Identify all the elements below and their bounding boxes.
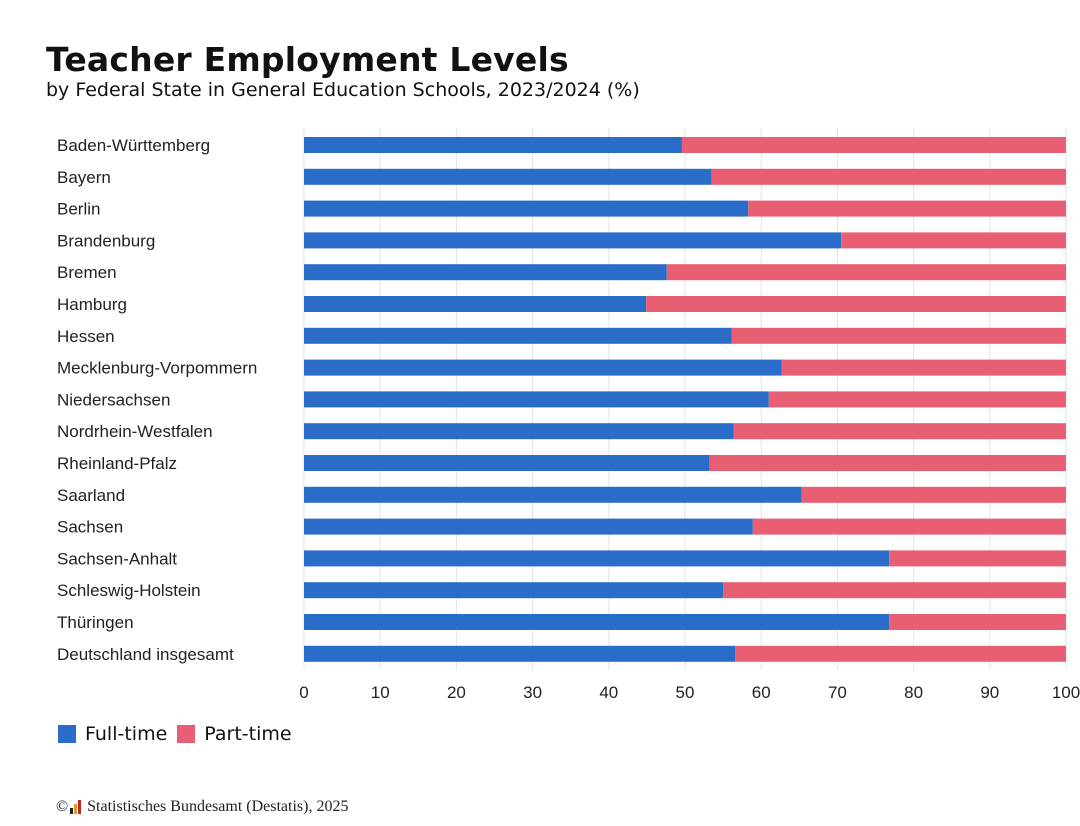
- bar-part-time: [711, 168, 1066, 185]
- bar-part-time: [731, 327, 1066, 344]
- bar-full-time: [304, 391, 769, 408]
- category-label: Hessen: [57, 327, 115, 346]
- bar-full-time: [304, 582, 724, 599]
- source-text: Statistisches Bundesamt (Destatis), 2025: [87, 798, 349, 815]
- x-tick-label: 100: [1052, 683, 1080, 702]
- bar-full-time: [304, 137, 682, 153]
- bar-full-time: [304, 168, 712, 185]
- bar-part-time: [768, 391, 1066, 408]
- bar-full-time: [304, 232, 842, 249]
- bar-full-time: [304, 645, 736, 662]
- category-label: Sachsen-Anhalt: [57, 549, 177, 568]
- bar-part-time: [709, 455, 1066, 471]
- category-label: Hamburg: [57, 295, 127, 314]
- category-label: Brandenburg: [57, 231, 155, 250]
- bar-part-time: [723, 582, 1066, 599]
- x-tick-label: 10: [371, 683, 390, 702]
- legend-label-full-time: Full-time: [85, 723, 168, 745]
- category-label: Rheinland-Pfalz: [57, 454, 177, 473]
- chart-legend: Full-time Part-time: [58, 723, 302, 745]
- legend-label-part-time: Part-time: [204, 723, 292, 745]
- legend-swatch-full-time: [58, 725, 76, 743]
- bar-part-time: [733, 423, 1066, 440]
- bar-full-time: [304, 359, 782, 376]
- source-note: © Statistisches Bundesamt (Destatis), 20…: [56, 798, 348, 816]
- x-tick-label: 60: [752, 683, 771, 702]
- destatis-logo-icon: [70, 800, 82, 814]
- category-label: Deutschland insgesamt: [57, 645, 234, 664]
- category-label: Bayern: [57, 168, 111, 187]
- x-tick-label: 30: [523, 683, 542, 702]
- category-label: Niedersachsen: [57, 390, 170, 409]
- bar-part-time: [841, 232, 1066, 249]
- bar-part-time: [781, 359, 1066, 376]
- bar-full-time: [304, 264, 667, 281]
- category-label: Sachsen: [57, 518, 123, 537]
- bar-full-time: [304, 614, 890, 630]
- bar-part-time: [889, 614, 1066, 630]
- category-label: Baden-Württemberg: [57, 136, 210, 155]
- category-label: Saarland: [57, 486, 125, 505]
- bar-part-time: [666, 264, 1066, 281]
- legend-item-part-time: Part-time: [177, 723, 292, 745]
- bar-part-time: [646, 296, 1066, 312]
- bar-part-time: [889, 550, 1066, 567]
- bar-full-time: [304, 486, 802, 503]
- x-tick-label: 70: [828, 683, 847, 702]
- category-label: Bremen: [57, 263, 117, 282]
- bar-full-time: [304, 296, 647, 312]
- legend-swatch-part-time: [177, 725, 196, 743]
- bar-part-time: [735, 645, 1066, 662]
- copyright-symbol: ©: [56, 798, 69, 815]
- x-tick-label: 50: [676, 683, 695, 702]
- bar-part-time: [748, 200, 1066, 217]
- bar-full-time: [304, 550, 890, 567]
- bar-full-time: [304, 200, 749, 217]
- x-tick-label: 0: [299, 683, 308, 702]
- chart-subtitle: by Federal State in General Education Sc…: [46, 79, 640, 101]
- x-tick-label: 80: [904, 683, 923, 702]
- bar-full-time: [304, 327, 732, 344]
- bar-full-time: [304, 455, 710, 471]
- bar-part-time: [801, 486, 1066, 503]
- bar-part-time: [752, 518, 1066, 535]
- x-tick-label: 40: [599, 683, 618, 702]
- category-label: Schleswig-Holstein: [57, 581, 201, 600]
- x-tick-label: 90: [980, 683, 999, 702]
- category-label: Nordrhein-Westfalen: [57, 422, 213, 441]
- legend-item-full-time: Full-time: [58, 723, 167, 745]
- bar-full-time: [304, 423, 734, 440]
- category-label: Mecklenburg-Vorpommern: [57, 359, 257, 378]
- x-tick-label: 20: [447, 683, 466, 702]
- bar-full-time: [304, 518, 753, 535]
- chart-title: Teacher Employment Levels: [46, 40, 569, 79]
- bar-part-time: [681, 137, 1066, 153]
- category-label: Berlin: [57, 200, 100, 219]
- category-label: Thüringen: [57, 613, 134, 632]
